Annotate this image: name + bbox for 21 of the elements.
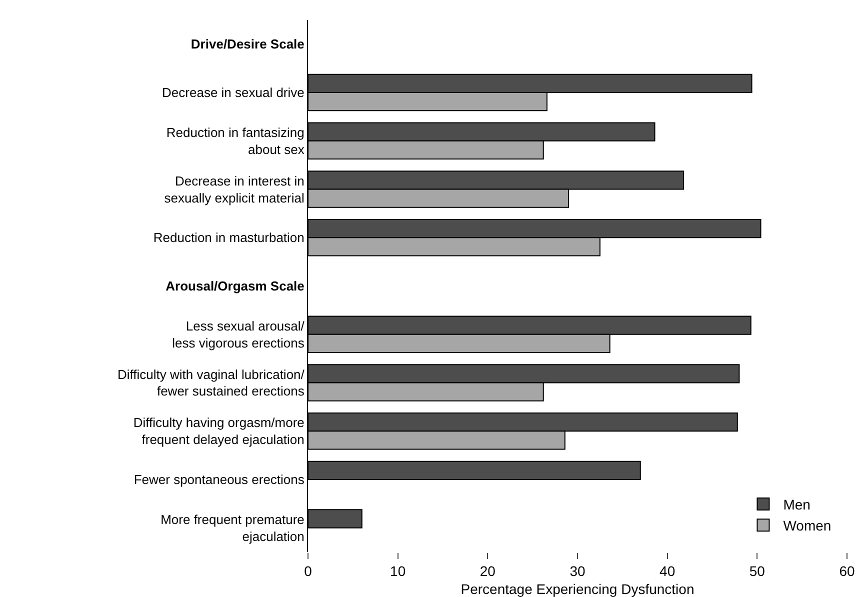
- y-tick-label: Difficulty with vaginal lubrication/ fewer sustained erections: [117, 366, 305, 399]
- x-axis-title: Percentage Experiencing Dysfunction: [460, 581, 694, 597]
- y-tick-label: Drive/Desire Scale: [190, 36, 304, 52]
- x-tick-label: 20: [480, 562, 496, 579]
- y-tick-label: Decrease in interest in sexually explicit material: [164, 173, 305, 206]
- y-tick-label: Difficulty having orgasm/more frequent delayed ejaculation: [133, 415, 304, 448]
- y-tick-label: Reduction in masturbation: [153, 230, 304, 246]
- y-tick-label: More frequent premature ejaculation: [160, 512, 304, 544]
- legend-label: Men: [783, 496, 810, 512]
- legend-label: Women: [783, 518, 832, 534]
- y-tick-label: Fewer spontaneous erections: [134, 472, 305, 487]
- y-tick-label: Decrease in sexual drive: [162, 85, 304, 100]
- y-tick-label: Reduction in fantasizing about sex: [166, 125, 305, 157]
- y-tick-label: Arousal/Orgasm Scale: [166, 278, 304, 294]
- x-tick-label: 60: [839, 562, 855, 579]
- x-tick-label: 30: [570, 562, 586, 579]
- y-tick-label: Less sexual arousal/ less vigorous erections: [172, 318, 305, 350]
- x-tick-label: 10: [390, 562, 406, 579]
- x-tick-label: 40: [660, 562, 676, 579]
- x-tick-label: 0: [304, 562, 312, 579]
- x-tick-label: 50: [749, 562, 766, 579]
